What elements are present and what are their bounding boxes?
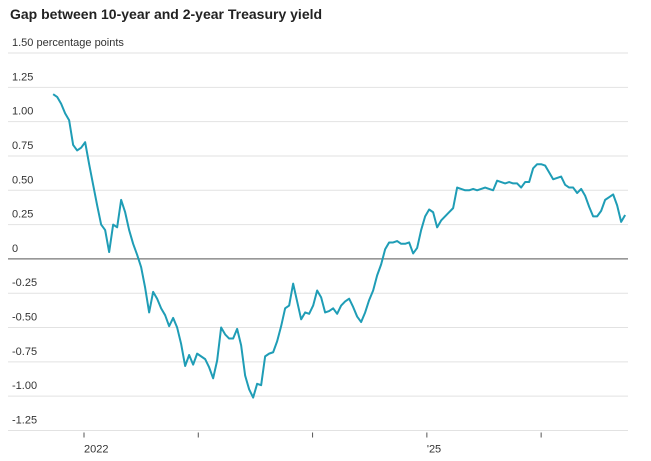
y-tick-label: 0.25 <box>12 209 33 221</box>
x-tick-label: '25 <box>427 444 441 456</box>
y-tick-label: 0.50 <box>12 174 33 186</box>
y-tick-label: 1.00 <box>12 106 33 118</box>
y-tick-label: 1.25 <box>12 71 33 83</box>
y-tick-label: -0.50 <box>12 312 37 324</box>
y-tick-label: -0.25 <box>12 277 37 289</box>
y-tick-label: -1.00 <box>12 380 37 392</box>
y-tick-label: 0 <box>12 243 18 255</box>
y-tick-label: 1.50 percentage points <box>12 37 124 49</box>
y-tick-label: 0.75 <box>12 140 33 152</box>
y-tick-label: -0.75 <box>12 346 37 358</box>
y-tick-label: -1.25 <box>12 415 37 427</box>
chart-title: Gap between 10-year and 2-year Treasury … <box>10 6 322 22</box>
x-tick-label: 2022 <box>84 444 108 456</box>
data-line <box>52 93 627 399</box>
